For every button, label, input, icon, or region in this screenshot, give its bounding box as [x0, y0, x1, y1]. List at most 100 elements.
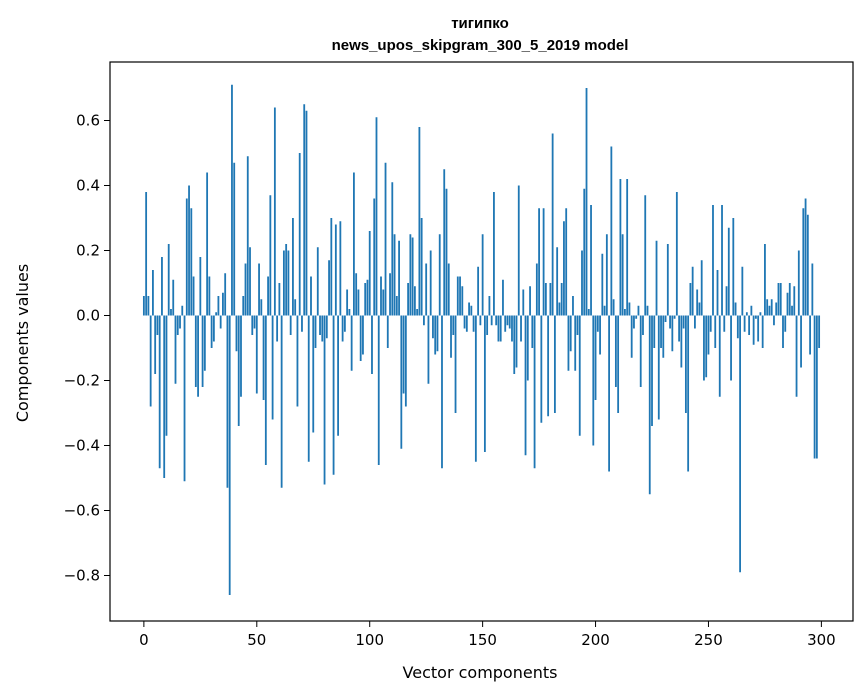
- bar-18: [183, 315, 186, 482]
- bar-16: [179, 315, 181, 329]
- bar-259: [727, 227, 730, 316]
- bar-139: [456, 276, 459, 316]
- bar-0: [142, 296, 145, 316]
- bar-293: [804, 198, 807, 316]
- bar-2: [147, 296, 150, 316]
- bar-125: [425, 263, 428, 316]
- bar-258: [725, 286, 728, 316]
- bar-123: [420, 218, 423, 316]
- bar-73: [307, 315, 310, 462]
- bar-115: [402, 315, 405, 394]
- bar-114: [400, 315, 403, 449]
- bar-241: [687, 315, 690, 472]
- bar-279: [773, 315, 775, 326]
- bar-285: [786, 292, 789, 316]
- bar-47: [249, 247, 251, 316]
- bar-227: [655, 240, 658, 316]
- bar-225: [651, 315, 653, 426]
- bar-172: [531, 315, 534, 348]
- bar-21: [190, 208, 193, 316]
- bar-55: [267, 276, 269, 316]
- bar-40: [233, 162, 236, 316]
- bar-3: [149, 315, 152, 407]
- bar-226: [653, 315, 656, 348]
- bar-206: [608, 315, 610, 472]
- bar-11: [167, 244, 170, 316]
- bar-294: [806, 214, 809, 316]
- bar-88: [341, 315, 344, 342]
- bar-138: [454, 315, 457, 413]
- chart-title-line-2: news_upos_skipgram_300_5_2019 model: [332, 37, 629, 54]
- bar-198: [590, 205, 592, 316]
- bar-66: [292, 218, 294, 316]
- bar-147: [474, 315, 477, 462]
- bar-183: [556, 247, 559, 316]
- bar-170: [526, 315, 529, 381]
- bar-201: [596, 315, 599, 332]
- x-tick-label: 50: [247, 631, 266, 649]
- bar-252: [712, 205, 714, 316]
- bar-71: [303, 104, 306, 316]
- bar-292: [802, 208, 805, 316]
- bar-212: [621, 234, 624, 316]
- bar-23: [194, 315, 197, 387]
- bar-151: [483, 315, 486, 452]
- bar-121: [416, 309, 419, 316]
- y-tick-label: 0.2: [76, 242, 100, 260]
- bar-186: [563, 221, 565, 316]
- bar-237: [678, 315, 681, 342]
- bar-195: [583, 188, 586, 316]
- bar-196: [585, 88, 588, 316]
- bar-257: [723, 315, 726, 332]
- bar-280: [775, 302, 778, 316]
- bar-194: [581, 250, 583, 316]
- bar-238: [680, 315, 683, 368]
- bar-13: [172, 279, 175, 316]
- bar-83: [330, 218, 333, 316]
- bar-89: [343, 315, 346, 332]
- bar-281: [777, 283, 780, 316]
- bar-246: [698, 302, 701, 316]
- bar-219: [637, 305, 640, 316]
- bar-209: [614, 315, 617, 387]
- bar-169: [524, 315, 527, 456]
- bar-249: [705, 315, 708, 378]
- bar-266: [743, 315, 746, 332]
- bar-215: [628, 302, 631, 316]
- bar-210: [617, 315, 620, 413]
- bar-199: [592, 315, 595, 446]
- bar-240: [684, 315, 687, 413]
- bar-130: [436, 315, 439, 352]
- bar-286: [788, 283, 791, 316]
- bar-265: [741, 266, 744, 316]
- bar-57: [271, 315, 274, 420]
- bar-38: [228, 315, 231, 595]
- bar-128: [432, 315, 434, 339]
- bar-216: [630, 315, 633, 358]
- bar-45: [244, 263, 247, 316]
- bar-76: [314, 315, 317, 348]
- bar-157: [497, 315, 500, 342]
- bar-146: [472, 315, 475, 332]
- bar-41: [235, 315, 238, 352]
- bar-84: [332, 315, 335, 475]
- bar-232: [666, 244, 669, 316]
- bar-291: [800, 315, 802, 368]
- bar-158: [499, 315, 502, 342]
- bar-9: [163, 315, 166, 478]
- bar-155: [493, 192, 495, 316]
- bar-24: [197, 315, 199, 397]
- bar-36: [224, 273, 227, 316]
- bar-129: [434, 315, 437, 355]
- x-tick-label: 300: [807, 631, 836, 649]
- chart-title-line-1: тигипко: [451, 15, 509, 32]
- bar-124: [423, 315, 425, 326]
- bar-105: [380, 276, 382, 316]
- bar-243: [691, 266, 694, 316]
- bar-288: [793, 286, 796, 316]
- bar-27: [203, 315, 206, 371]
- bar-17: [181, 305, 184, 316]
- bar-79: [321, 315, 324, 342]
- bar-255: [718, 315, 721, 397]
- bar-145: [470, 305, 473, 316]
